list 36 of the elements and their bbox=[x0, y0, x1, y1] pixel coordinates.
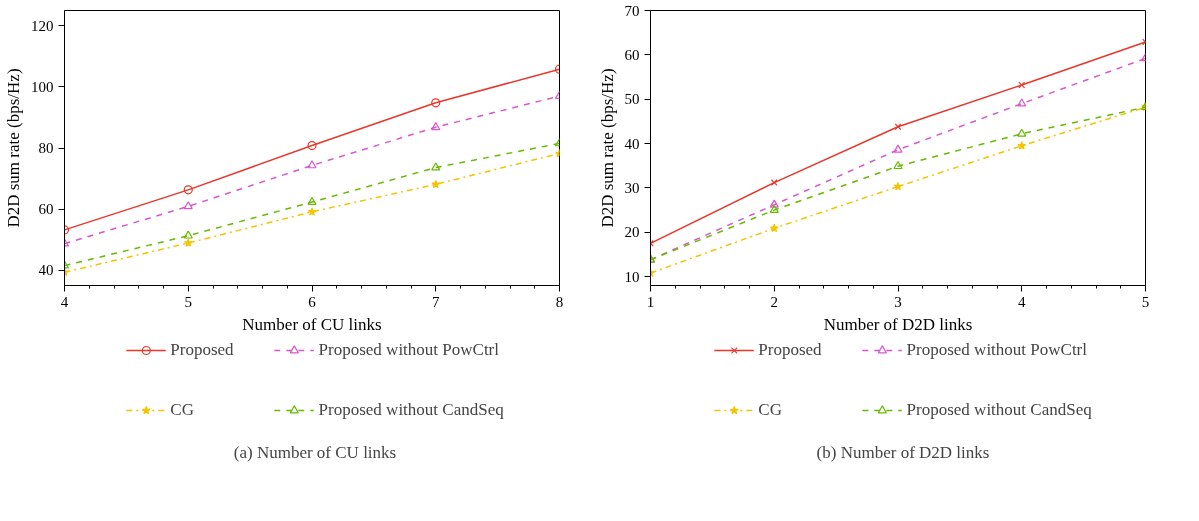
x-tick-label: 5 bbox=[184, 293, 192, 310]
y-tick-label: 10 bbox=[624, 268, 640, 285]
y-tick-label: 40 bbox=[38, 262, 54, 279]
legend-label: CG bbox=[758, 400, 782, 420]
legend-label: Proposed bbox=[758, 340, 822, 360]
x-tick-label: 4 bbox=[60, 293, 69, 310]
legend-label: Proposed without PowCtrl bbox=[318, 340, 499, 360]
x-tick-label: 1 bbox=[646, 293, 655, 310]
y-tick-label: 70 bbox=[624, 2, 640, 19]
y-tick-label: 50 bbox=[624, 91, 640, 108]
x-axis-title: Number of CU links bbox=[242, 314, 382, 334]
y-tick-label: 30 bbox=[624, 179, 640, 196]
x-axis-title: Number of D2D links bbox=[823, 314, 973, 334]
y-axis-title: D2D sum rate (bps/Hz) bbox=[4, 68, 23, 228]
x-tick-label: 5 bbox=[1141, 293, 1150, 310]
text: (b) Number of D2D links bbox=[816, 442, 990, 462]
x-tick-label: 2 bbox=[770, 293, 778, 310]
y-tick-label: 20 bbox=[624, 224, 640, 241]
text: (a) Number of CU links bbox=[233, 442, 397, 462]
y-tick-label: 60 bbox=[624, 46, 640, 63]
y-tick-label: 40 bbox=[624, 135, 640, 152]
x-tick-label: 4 bbox=[1018, 293, 1026, 310]
x-tick-label: 6 bbox=[308, 293, 317, 310]
y-tick-label: 120 bbox=[31, 17, 54, 34]
y-axis-title: D2D sum rate (bps/Hz) bbox=[597, 68, 617, 228]
y-tick-label: 80 bbox=[38, 140, 54, 156]
x-tick-label: 7 bbox=[432, 293, 440, 310]
legend-label: CG bbox=[170, 400, 194, 420]
y-tick-label: 100 bbox=[31, 78, 54, 95]
x-tick-label: 8 bbox=[555, 293, 564, 310]
legend-label: Proposed bbox=[170, 340, 234, 360]
legend-label: Proposed without PowCtrl bbox=[906, 340, 1087, 360]
legend-label: Proposed without CandSeq bbox=[318, 400, 504, 420]
x-tick-label: 3 bbox=[894, 293, 902, 310]
y-tick-label: 60 bbox=[38, 201, 54, 218]
legend-label: Proposed without CandSeq bbox=[906, 400, 1092, 420]
